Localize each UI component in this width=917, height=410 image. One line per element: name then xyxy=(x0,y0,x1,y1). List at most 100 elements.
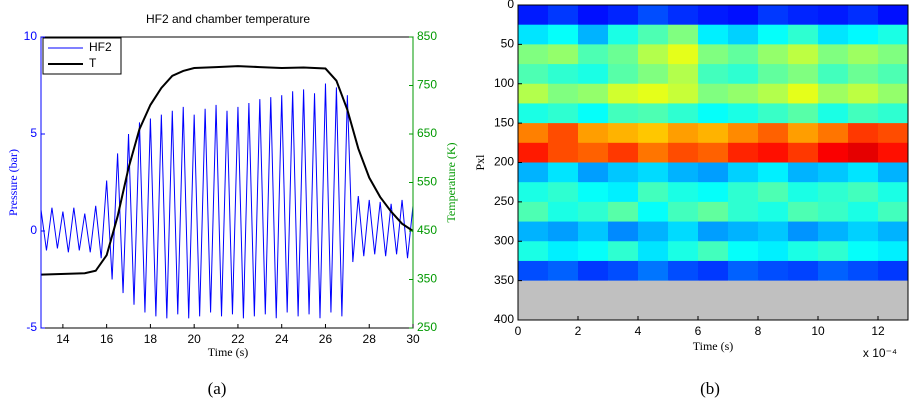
heat-cell xyxy=(788,280,819,301)
heat-cell xyxy=(788,260,819,282)
heat-cell xyxy=(608,83,639,104)
heat-cell xyxy=(578,83,609,104)
heat-cell xyxy=(578,241,609,262)
x-tick-label: 22 xyxy=(231,332,245,346)
y-tick-label: 150 xyxy=(494,115,514,129)
heat-cell xyxy=(788,83,819,104)
heat-cell xyxy=(848,123,879,144)
heat-cell xyxy=(578,123,609,144)
heat-cell xyxy=(548,280,579,301)
x-multiplier: x 10⁻⁴ xyxy=(863,346,897,360)
heat-cell xyxy=(878,241,909,262)
y-tick-label: -5 xyxy=(26,320,37,334)
y-tick-label: 10 xyxy=(24,29,38,43)
heat-cell xyxy=(698,83,729,104)
heat-cell xyxy=(878,260,909,282)
heat-cell xyxy=(668,24,699,45)
heat-cell xyxy=(788,103,819,124)
legend-label: HF2 xyxy=(89,40,112,54)
heat-cell xyxy=(848,83,879,104)
heat-cell xyxy=(698,64,729,85)
heat-cell xyxy=(818,142,849,163)
heat-cell xyxy=(818,5,849,26)
heat-cell xyxy=(758,5,789,26)
heat-cell xyxy=(578,162,609,183)
heat-cell xyxy=(518,221,549,242)
heat-cell xyxy=(878,221,909,242)
data-line xyxy=(41,83,413,319)
heat-cell xyxy=(728,142,759,163)
heat-cell xyxy=(578,44,609,65)
heat-cell xyxy=(788,221,819,242)
heat-cell xyxy=(608,201,639,223)
heat-cell xyxy=(608,64,639,85)
heat-cell xyxy=(788,142,819,163)
heat-cell xyxy=(818,201,849,223)
x-tick-label: 18 xyxy=(144,332,158,346)
y-tick-label: 200 xyxy=(494,155,514,169)
heat-cell xyxy=(698,300,729,321)
heat-cell xyxy=(848,201,879,223)
heat-cell xyxy=(878,201,909,223)
heat-cell xyxy=(638,24,669,45)
heat-cell xyxy=(788,5,819,26)
heat-cell xyxy=(518,44,549,65)
x-tick-label: 8 xyxy=(755,324,762,338)
x-tick-label: 28 xyxy=(363,332,377,346)
heat-cell xyxy=(728,241,759,262)
heat-cell xyxy=(728,221,759,242)
y-tick-label: 0 xyxy=(507,0,514,11)
heat-cell xyxy=(548,201,579,223)
heat-cell xyxy=(728,103,759,124)
heat-cell xyxy=(878,182,909,203)
y2-tick-label: 350 xyxy=(417,272,437,286)
heat-cell xyxy=(518,300,549,321)
heat-cell xyxy=(878,64,909,85)
y-tick-label: 300 xyxy=(494,233,514,247)
heat-cell xyxy=(728,162,759,183)
heat-cell xyxy=(848,182,879,203)
heat-cell xyxy=(638,64,669,85)
heat-cell xyxy=(638,162,669,183)
heat-cell xyxy=(818,162,849,183)
heat-cell xyxy=(788,162,819,183)
heat-cell xyxy=(848,103,879,124)
heat-cell xyxy=(668,300,699,321)
heat-cell xyxy=(698,260,729,282)
y2-tick-label: 250 xyxy=(417,320,437,334)
heat-cell xyxy=(638,123,669,144)
heat-cell xyxy=(848,260,879,282)
heat-cell xyxy=(608,300,639,321)
heat-cell xyxy=(638,83,669,104)
heat-cell xyxy=(758,83,789,104)
heat-cell xyxy=(758,221,789,242)
heat-cell xyxy=(578,5,609,26)
heat-cell xyxy=(818,300,849,321)
x-tick-label: 0 xyxy=(515,324,522,338)
heat-cell xyxy=(668,123,699,144)
heat-cell xyxy=(608,142,639,163)
heat-cell xyxy=(548,300,579,321)
heat-cell xyxy=(848,162,879,183)
heat-cell xyxy=(758,260,789,282)
y2-tick-label: 450 xyxy=(417,223,437,237)
heat-cell xyxy=(878,44,909,65)
heat-cell xyxy=(668,64,699,85)
heat-cell xyxy=(608,280,639,301)
heat-cell xyxy=(578,260,609,282)
y2-tick-label: 550 xyxy=(417,175,437,189)
y-tick-label: 0 xyxy=(30,223,37,237)
heat-cell xyxy=(728,260,759,282)
heat-cell xyxy=(758,44,789,65)
x-tick-label: 12 xyxy=(871,324,885,338)
heat-cell xyxy=(638,5,669,26)
x-tick-label: 30 xyxy=(406,332,420,346)
heat-cell xyxy=(578,221,609,242)
heat-cell xyxy=(608,162,639,183)
heat-cell xyxy=(728,5,759,26)
heat-cell xyxy=(848,300,879,321)
heat-cell xyxy=(578,280,609,301)
heat-cell xyxy=(608,44,639,65)
heat-cell xyxy=(758,201,789,223)
